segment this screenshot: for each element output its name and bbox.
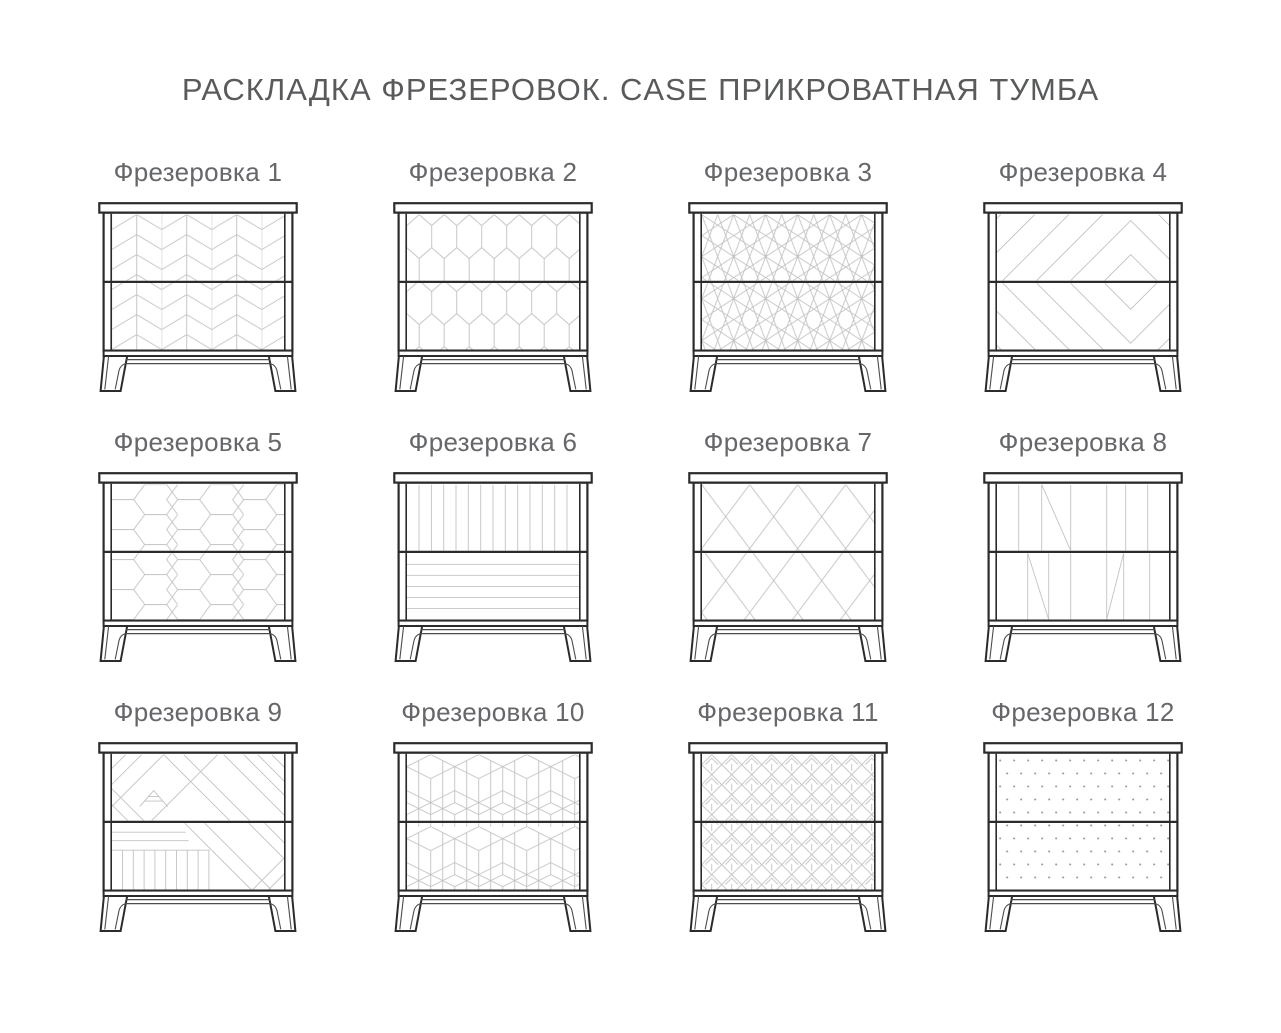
cabinet-cell: Фрезеровка 8 <box>936 425 1231 664</box>
cabinet-label: Фрезеровка 7 <box>703 427 873 457</box>
cabinet-drawing <box>98 202 298 392</box>
cabinet-cell: Фрезеровка 2 <box>346 155 641 394</box>
cabinet-label: Фрезеровка 5 <box>113 427 283 457</box>
cabinet-5-honeycomb <box>98 472 298 664</box>
cabinet-label: Фрезеровка 4 <box>998 157 1168 187</box>
cabinet-drawing <box>688 202 888 392</box>
cabinet-cell: Фрезеровка 12 <box>936 695 1231 934</box>
cabinet-cell: Фрезеровка 7 <box>641 425 936 664</box>
cabinet-cell: Фрезеровка 9 <box>51 695 346 934</box>
cabinet-drawing <box>393 472 593 662</box>
cabinet-drawing <box>688 472 888 662</box>
cabinet-9-plank-mosaic <box>98 742 298 934</box>
cabinet-4-large-chevron <box>983 202 1183 394</box>
cabinet-label: Фрезеровка 1 <box>113 157 283 187</box>
cabinet-label: Фрезеровка 3 <box>703 157 873 187</box>
cabinet-2-elongated-honeycomb <box>393 202 593 394</box>
cabinet-cell: Фрезеровка 11 <box>641 695 936 934</box>
cabinet-label: Фрезеровка 11 <box>697 697 879 727</box>
cabinet-cell: Фрезеровка 6 <box>346 425 641 664</box>
cabinet-drawing <box>393 202 593 392</box>
cabinet-label: Фрезеровка 9 <box>113 697 283 727</box>
cabinet-11-deco-diamond-petals <box>688 742 888 934</box>
cabinet-grid: Фрезеровка 1 Фрезеровка 2 Фрезеровка 3 Фрез… <box>51 155 1231 965</box>
cabinet-label: Фрезеровка 10 <box>401 697 585 727</box>
cabinet-drawing <box>98 742 298 932</box>
cabinet-drawing <box>98 472 298 662</box>
cabinet-12-dot-grid <box>983 742 1183 934</box>
cabinet-10-iso-cubes <box>393 742 593 934</box>
cabinet-drawing <box>983 202 1183 392</box>
cabinet-label: Фрезеровка 6 <box>408 427 578 457</box>
cabinet-drawing <box>983 472 1183 662</box>
cabinet-drawing <box>688 742 888 932</box>
cabinet-3-diamond-cubes <box>688 202 888 394</box>
cabinet-drawing <box>983 742 1183 932</box>
cabinet-cell: Фрезеровка 4 <box>936 155 1231 394</box>
cabinet-cell: Фрезеровка 10 <box>346 695 641 934</box>
page-title: РАСКЛАДКА ФРЕЗЕРОВОК. CASE ПРИКРОВАТНАЯ … <box>181 72 1100 107</box>
cabinet-drawing <box>393 742 593 932</box>
cabinet-1-herringbone-columns <box>98 202 298 394</box>
cabinet-cell: Фрезеровка 3 <box>641 155 936 394</box>
cabinet-7-diamond-lattice <box>688 472 888 664</box>
cabinet-label: Фрезеровка 2 <box>408 157 578 187</box>
cabinet-6-vertical-horizontal-lines <box>393 472 593 664</box>
cabinet-8-sparse-verticals-diagonals <box>983 472 1183 664</box>
cabinet-cell: Фрезеровка 1 <box>51 155 346 394</box>
cabinet-cell: Фрезеровка 5 <box>51 425 346 664</box>
cabinet-label: Фрезеровка 12 <box>991 697 1175 727</box>
cabinet-label: Фрезеровка 8 <box>998 427 1168 457</box>
page: РАСКЛАДКА ФРЕЗЕРОВОК. CASE ПРИКРОВАТНАЯ … <box>0 72 1281 965</box>
